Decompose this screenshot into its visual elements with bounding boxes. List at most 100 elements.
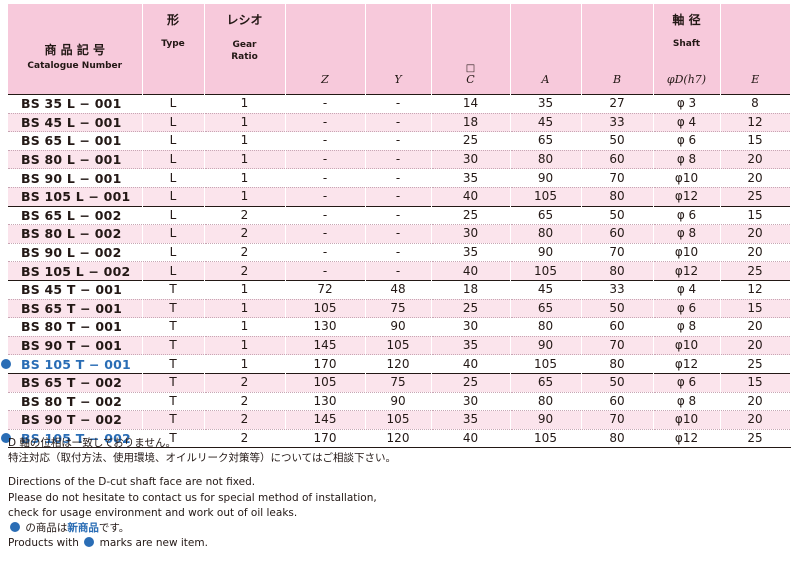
cell-ratio: 1 xyxy=(204,113,286,133)
cell-ratio: 1 xyxy=(204,168,286,188)
cell-d: φ 6 xyxy=(653,131,721,151)
cell-c: 30 xyxy=(431,150,511,170)
cell-b: 80 xyxy=(581,429,654,449)
new-mark-icon xyxy=(10,521,20,532)
cell-ratio: 1 xyxy=(204,354,286,374)
cell-d: φ 8 xyxy=(653,392,721,412)
cell-d: φ10 xyxy=(653,410,721,430)
new-item-marker-icon xyxy=(1,433,11,444)
cell-ratio: 2 xyxy=(204,429,286,449)
cell-z: - xyxy=(285,205,366,226)
cell-b: 27 xyxy=(581,94,654,114)
spec-table: 商 品 記 号 Catalogue Number 形 Type レシオ Gear Ra… xyxy=(8,4,791,449)
cell-b: 50 xyxy=(581,205,654,226)
table-row: BS 45 L − 001 L 1- -18 45 33 φ 4 12 xyxy=(8,113,791,133)
cell-c: 40 xyxy=(431,429,511,449)
cell-e: 20 xyxy=(720,336,791,356)
cell-e: 8 xyxy=(720,94,791,114)
cell-c: 30 xyxy=(431,392,511,412)
cell-code: BS 105 L − 001 xyxy=(8,187,143,207)
cell-z: - xyxy=(285,261,366,281)
header-e: E xyxy=(720,4,790,95)
table-row: BS 105 L − 002 L 2- -40 105 80 φ12 25 xyxy=(8,261,791,281)
cell-c: 35 xyxy=(431,336,511,356)
cell-d: φ 6 xyxy=(653,372,721,393)
cell-c: 40 xyxy=(431,354,511,374)
cell-y: - xyxy=(365,150,432,170)
cell-c: 25 xyxy=(431,372,511,393)
legend-en: Products with marks are new item. xyxy=(8,537,208,550)
cell-c: 40 xyxy=(431,187,511,207)
cell-z: - xyxy=(285,113,366,133)
cell-ratio: 1 xyxy=(204,279,286,300)
table-row: BS 65 L − 002 L 2- -25 65 50 φ 6 15 xyxy=(8,205,791,226)
cell-c: 25 xyxy=(431,299,511,319)
spec-table-wrap: 商 品 記 号 Catalogue Number 形 Type レシオ Gear Ra… xyxy=(8,4,791,449)
cell-e: 25 xyxy=(720,429,791,449)
cell-ratio: 2 xyxy=(204,392,286,412)
cell-c: 30 xyxy=(431,317,511,337)
cell-a: 80 xyxy=(510,150,582,170)
cell-a: 65 xyxy=(510,299,582,319)
cell-d: φ 8 xyxy=(653,317,721,337)
cell-e: 15 xyxy=(720,299,791,319)
cell-b: 50 xyxy=(581,372,654,393)
cell-ratio: 2 xyxy=(204,372,286,393)
cell-y: 75 xyxy=(365,299,432,319)
cell-b: 70 xyxy=(581,243,654,263)
cell-code: BS 35 L − 001 xyxy=(8,94,143,114)
cell-type: L xyxy=(142,150,205,170)
cell-z: 130 xyxy=(285,317,366,337)
cell-d: φ12 xyxy=(653,354,721,374)
cell-c: 25 xyxy=(431,131,511,151)
cell-a: 80 xyxy=(510,224,582,244)
cell-code: BS 45 L − 001 xyxy=(8,113,143,133)
cell-type: T xyxy=(142,279,205,300)
cell-b: 60 xyxy=(581,392,654,412)
header-type: 形 Type xyxy=(142,4,205,95)
cell-d: φ 6 xyxy=(653,299,721,319)
table-row: BS 80 L − 002 L 2- -30 80 60 φ 8 20 xyxy=(8,224,791,244)
table-row: BS 65 L − 001 L 1- -25 65 50 φ 6 15 xyxy=(8,131,791,151)
cell-z: 170 xyxy=(285,354,366,374)
cell-y: - xyxy=(365,243,432,263)
cell-ratio: 1 xyxy=(204,187,286,207)
cell-ratio: 1 xyxy=(204,131,286,151)
cell-type: L xyxy=(142,113,205,133)
cell-z: 72 xyxy=(285,279,366,300)
cell-b: 70 xyxy=(581,410,654,430)
cell-ratio: 2 xyxy=(204,224,286,244)
cell-e: 20 xyxy=(720,224,791,244)
cell-code: BS 90 L − 002 xyxy=(8,243,143,263)
cell-type: T xyxy=(142,429,205,449)
cell-b: 60 xyxy=(581,150,654,170)
cell-ratio: 1 xyxy=(204,150,286,170)
cell-d: φ12 xyxy=(653,261,721,281)
cell-b: 50 xyxy=(581,131,654,151)
cell-e: 12 xyxy=(720,113,791,133)
table-row: BS 105 T − 001 T 1 170 120 40 105 80 φ12 25 xyxy=(8,354,791,374)
cell-z: 105 xyxy=(285,372,366,393)
cell-b: 33 xyxy=(581,113,654,133)
cell-z: - xyxy=(285,187,366,207)
cell-y: - xyxy=(365,113,432,133)
cell-code: BS 80 L − 002 xyxy=(8,224,143,244)
cell-c: 35 xyxy=(431,243,511,263)
cell-ratio: 2 xyxy=(204,205,286,226)
cell-a: 65 xyxy=(510,372,582,393)
cell-b: 60 xyxy=(581,317,654,337)
cell-ratio: 2 xyxy=(204,243,286,263)
cell-d: φ10 xyxy=(653,168,721,188)
cell-type: L xyxy=(142,224,205,244)
new-mark-icon xyxy=(84,537,95,548)
legend-jp: の商品は新商品です。 xyxy=(8,521,396,536)
cell-y: - xyxy=(365,168,432,188)
cell-z: 145 xyxy=(285,336,366,356)
cell-z: 170 xyxy=(285,429,366,449)
new-item-marker-icon xyxy=(1,359,11,370)
cell-e: 20 xyxy=(720,150,791,170)
cell-y: - xyxy=(365,187,432,207)
cell-e: 15 xyxy=(720,131,791,151)
cell-code: BS 105 T − 002 xyxy=(8,429,143,449)
